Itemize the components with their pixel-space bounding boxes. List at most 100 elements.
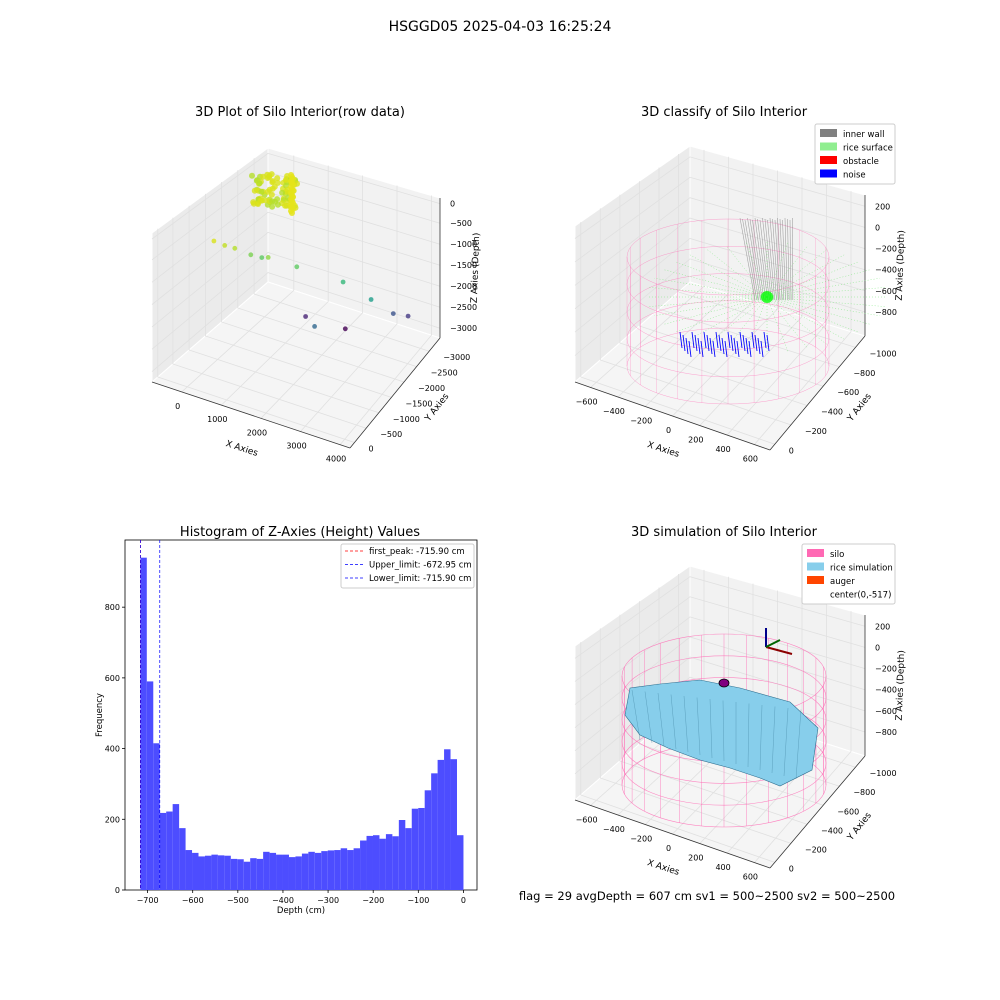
inner-wall-line xyxy=(744,219,759,301)
histogram-bar xyxy=(360,840,367,890)
z-tick-label: −600 xyxy=(875,287,897,296)
histogram-bar xyxy=(379,838,386,890)
x-tick-label: −200 xyxy=(362,896,384,905)
histogram-bar xyxy=(295,856,302,890)
histogram-bar xyxy=(457,835,464,890)
scatter-point xyxy=(265,255,271,260)
histogram-bar xyxy=(450,759,457,890)
cluster-point xyxy=(258,188,265,195)
z-tick-label: 0 xyxy=(875,223,880,232)
noise-mark xyxy=(697,337,701,355)
y-tick-label: −3000 xyxy=(443,353,470,362)
panel-histogram: Histogram of Z-Axies (Height) Values −70… xyxy=(95,525,478,916)
x-tick-label: −600 xyxy=(576,815,598,824)
z-tick-label: 0 xyxy=(450,200,455,209)
y-tick-label: −800 xyxy=(853,369,875,378)
histogram-bar xyxy=(418,807,425,890)
histogram-bar xyxy=(301,853,309,890)
histogram-bar xyxy=(256,858,264,890)
x-gridline xyxy=(726,184,827,436)
legend-label: silo xyxy=(830,550,844,560)
x-tick-label: 200 xyxy=(688,854,703,863)
x-gridline xyxy=(221,165,329,406)
noise-mark xyxy=(766,334,770,352)
noise-mark xyxy=(742,334,746,352)
histogram-bar xyxy=(431,773,438,890)
z-tick-label: 200 xyxy=(875,202,890,211)
histogram-bar xyxy=(276,854,283,890)
panel-classify: 3D classify of Silo Interior −600 −400 −20… xyxy=(574,105,907,464)
histogram-bar xyxy=(204,855,212,890)
z-gridline xyxy=(574,656,866,752)
histogram-bar xyxy=(146,681,154,890)
z-tick-label: −2500 xyxy=(450,303,477,312)
inner-wall-line xyxy=(772,218,779,301)
noise-mark xyxy=(682,334,686,352)
noise-mark xyxy=(694,334,698,352)
rice-surface-ray xyxy=(725,296,768,349)
surface-mesh-line xyxy=(670,694,677,750)
histogram-bar xyxy=(340,848,348,890)
surface-mesh-line xyxy=(631,689,641,741)
histogram-bar xyxy=(321,851,328,890)
x-gridline xyxy=(699,177,803,426)
x-tick-label: 400 xyxy=(715,445,730,454)
z-tick-label: −600 xyxy=(875,707,897,716)
z-gridline xyxy=(574,636,866,728)
y-tick-label: −500 xyxy=(380,430,402,439)
surface-mesh-line xyxy=(783,707,789,777)
raw-title: 3D Plot of Silo Interior(row data) xyxy=(195,105,405,120)
noise-mark xyxy=(748,340,752,358)
z-tick-label: −400 xyxy=(875,686,897,695)
cluster-point xyxy=(251,187,258,194)
z-gridline xyxy=(151,252,441,350)
rice-surface-ray xyxy=(766,242,789,298)
rice-surface-ray xyxy=(654,296,768,317)
cluster-point xyxy=(250,199,257,206)
noise-mark xyxy=(718,334,722,352)
legend-label: rice surface xyxy=(843,144,893,154)
histogram-bar xyxy=(224,855,231,890)
surface-mesh-line xyxy=(759,704,763,771)
histogram-bar xyxy=(372,835,380,890)
inner-wall-line xyxy=(769,217,777,301)
x-gridline xyxy=(339,195,432,445)
x-tick-label: −200 xyxy=(630,834,652,843)
rice-surface-ray xyxy=(725,245,768,298)
rice-surface-ray xyxy=(766,296,880,317)
cluster-point xyxy=(289,210,295,216)
inner-wall-line xyxy=(779,218,785,301)
z-axis-label: Z Axies (Depth) xyxy=(895,230,907,301)
y-tick-label: 200 xyxy=(105,815,120,824)
x-tick-label: −100 xyxy=(407,896,429,905)
legend-label: inner wall xyxy=(843,130,884,140)
y-tick-label: −800 xyxy=(853,788,875,797)
histogram-bar xyxy=(185,850,193,890)
noise-mark xyxy=(763,331,767,349)
histogram-bar xyxy=(166,811,173,890)
histogram-bar xyxy=(405,828,412,890)
legend-label: obstacle xyxy=(843,157,879,167)
y-tick-label: −600 xyxy=(837,807,859,816)
x-tick-label: −700 xyxy=(137,896,159,905)
legend-swatch xyxy=(820,129,837,137)
y-tick-label: 0 xyxy=(789,864,794,873)
x-tick-label: −400 xyxy=(603,825,625,834)
x-axis-label: X Axies xyxy=(224,439,259,459)
x-tick-label: 200 xyxy=(688,436,703,445)
rice-surface-ray xyxy=(654,277,768,298)
surface-mesh-line xyxy=(644,691,653,744)
status-line: flag = 29 avgDepth = 607 cm sv1 = 500~25… xyxy=(519,889,895,903)
z-tick-label: −500 xyxy=(450,219,472,228)
y-tick-label: −400 xyxy=(821,408,843,417)
inner-wall-line xyxy=(749,218,763,301)
inner-wall-line xyxy=(739,217,756,301)
z-gridline xyxy=(574,676,866,775)
x-gridline xyxy=(754,611,852,863)
cluster-point xyxy=(269,198,276,205)
simulation-title: 3D simulation of Silo Interior xyxy=(631,525,818,540)
x-tick-label: −300 xyxy=(317,896,339,905)
x-tick-label: 4000 xyxy=(326,455,346,464)
histogram-bar xyxy=(392,836,399,890)
inner-wall-line xyxy=(789,219,792,301)
